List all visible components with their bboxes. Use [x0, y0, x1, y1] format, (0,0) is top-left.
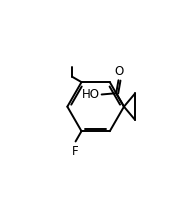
Text: F: F: [72, 145, 79, 158]
Text: O: O: [114, 64, 123, 77]
Text: HO: HO: [82, 88, 100, 101]
